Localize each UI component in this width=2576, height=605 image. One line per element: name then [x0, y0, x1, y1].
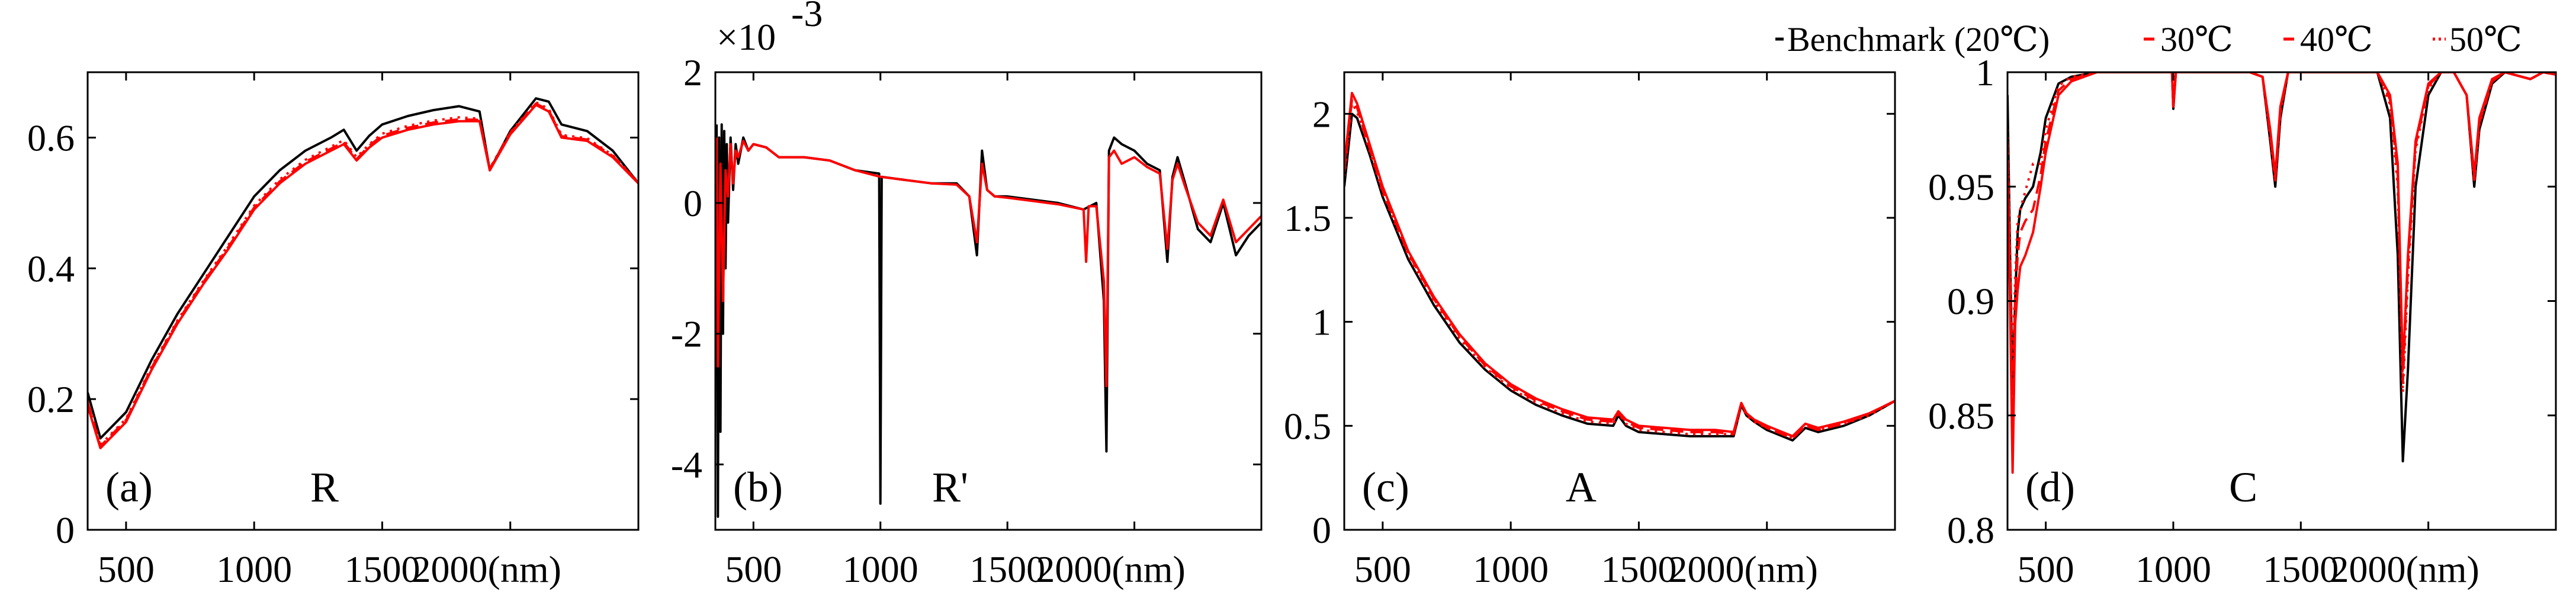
series-line-1	[1344, 92, 1895, 437]
panel-title: A	[1566, 464, 1597, 511]
panel-title: C	[2229, 464, 2257, 511]
series-line-0	[2008, 72, 2556, 463]
series-line-2	[1344, 98, 1895, 440]
y-tick-label: 0.8	[1947, 509, 1994, 551]
y-tick-label: -4	[671, 444, 702, 486]
axes-frame	[1343, 71, 1896, 531]
panel-title: R'	[932, 464, 968, 511]
y-tick-label: -2	[671, 313, 702, 355]
x-tick-label: 1000	[1473, 548, 1549, 590]
legend: Benchmark (20℃) 30℃ 40℃ 50℃	[1775, 20, 2522, 59]
series-line-1	[88, 104, 638, 449]
y-tick-label: 2	[683, 52, 702, 94]
y-tick-label: 0	[1312, 509, 1331, 551]
panel-letter: (d)	[2025, 464, 2075, 511]
x-tick-label: 2000(nm)	[1669, 548, 1818, 590]
x-tick-label: 1000	[2135, 548, 2211, 590]
x-tick-label: 500	[2018, 548, 2074, 590]
series-line-1	[2008, 72, 2556, 474]
series-line-2	[2008, 72, 2556, 429]
legend-label: 30℃	[2160, 20, 2233, 59]
y-tick-label: 0	[683, 182, 702, 224]
series-line-0	[715, 123, 1261, 518]
x-tick-label: 1500	[969, 548, 1045, 590]
x-tick-label: 1500	[344, 548, 420, 590]
x-tick-label: 2000(nm)	[2330, 548, 2479, 590]
x-tick-label: 1500	[1601, 548, 1676, 590]
y-tick-label: 1.5	[1284, 197, 1331, 239]
legend-label: 40℃	[2300, 20, 2373, 59]
axes-frame	[2006, 71, 2557, 531]
legend-label: 50℃	[2449, 20, 2522, 59]
series-line-3	[88, 101, 638, 446]
y-tick-label: 0.5	[1284, 405, 1331, 447]
series-line-1	[715, 137, 1261, 388]
y-tick-label: 0	[56, 509, 75, 551]
panel-title: R	[310, 464, 339, 511]
series-line-3	[1344, 102, 1895, 440]
y-tick-label: 0.85	[1928, 395, 1994, 437]
x-tick-label: 2000(nm)	[1036, 548, 1185, 590]
series-line-3	[2008, 72, 2556, 394]
y-tick-label: 0.2	[27, 378, 75, 420]
y-tick-label: 2	[1312, 93, 1331, 135]
y-exponent-power: -3	[791, 0, 823, 34]
y-exponent-label: ×10	[717, 16, 776, 58]
axes-frame	[86, 71, 640, 531]
y-tick-label: 0.6	[27, 117, 75, 159]
panel-letter: (b)	[733, 464, 783, 511]
x-tick-label: 1500	[2263, 548, 2339, 590]
y-tick-label: 0.95	[1928, 166, 1994, 208]
panel-letter: (a)	[105, 464, 153, 511]
axes-frame	[714, 71, 1263, 531]
series-line-0	[88, 97, 638, 440]
x-tick-label: 500	[1354, 548, 1411, 590]
x-tick-label: 1000	[843, 548, 918, 590]
y-tick-label: 0.9	[1947, 281, 1994, 323]
x-tick-label: 500	[98, 548, 155, 590]
x-tick-label: 1000	[216, 548, 292, 590]
x-tick-label: 2000(nm)	[412, 548, 561, 590]
panel-letter: (c)	[1362, 464, 1409, 511]
y-tick-label: 0.4	[27, 247, 75, 289]
series-line-0	[1344, 112, 1895, 442]
x-tick-label: 500	[725, 548, 782, 590]
y-tick-label: 1	[1312, 301, 1331, 343]
legend-label: Benchmark (20℃)	[1787, 20, 2050, 59]
y-tick-label: 1	[1976, 52, 1994, 94]
